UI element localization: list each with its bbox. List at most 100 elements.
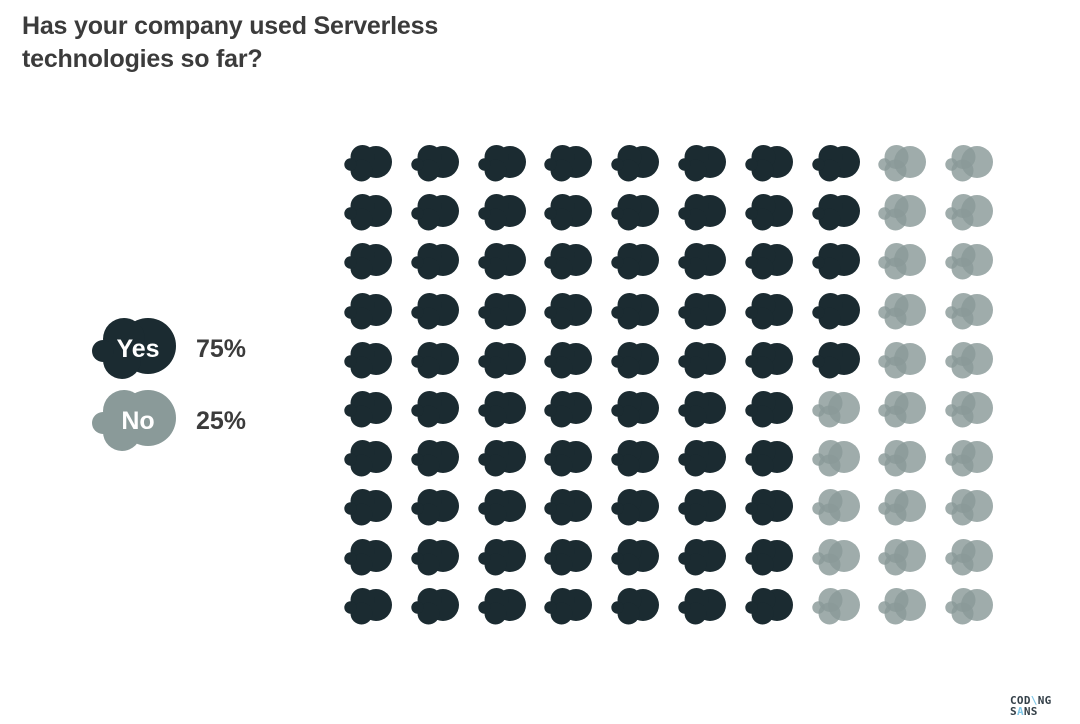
cloud-icon (745, 340, 794, 382)
cloud-icon (544, 143, 593, 185)
cloud-icon (411, 291, 460, 333)
cloud-icon (477, 389, 527, 431)
cloud-icon (678, 192, 727, 234)
cloud-icon (945, 389, 994, 431)
cloud-icon (477, 143, 527, 185)
logo-line2-post: NS (1023, 705, 1038, 719)
cloud-icon (745, 487, 794, 529)
cloud-icon (811, 438, 861, 480)
cloud-icon (678, 340, 727, 382)
cloud-icon (611, 241, 660, 283)
logo-line1-post: NG (1037, 693, 1052, 707)
cloud-icon (477, 586, 527, 628)
cloud-icon (544, 537, 593, 579)
cloud-icon (344, 438, 393, 480)
cloud-icon (411, 192, 460, 234)
logo-line2-pre: S (1010, 705, 1017, 719)
logo-accent-a: A (1016, 705, 1024, 719)
cloud-icon (945, 143, 994, 185)
pictogram-row (344, 143, 1004, 192)
legend-item-yes: Yes 75% (92, 313, 302, 385)
logo-line1-pre: COD (1010, 693, 1031, 707)
cloud-icon (477, 192, 527, 234)
cloud-icon (878, 438, 927, 480)
pictogram-row (344, 192, 1004, 241)
cloud-icon (611, 143, 660, 185)
logo-line-1: COD\NG (1010, 695, 1072, 707)
cloud-icon (745, 537, 794, 579)
cloud-icon (878, 487, 927, 529)
cloud-icon (544, 241, 593, 283)
logo-accent-slash: \ (1030, 693, 1038, 707)
cloud-icon (945, 586, 994, 628)
cloud-icon (477, 487, 527, 529)
cloud-icon (678, 438, 727, 480)
cloud-icon (945, 340, 994, 382)
cloud-icon (878, 389, 927, 431)
cloud-icon (411, 143, 460, 185)
cloud-icon (477, 241, 527, 283)
cloud-icon (745, 192, 794, 234)
cloud-icon (344, 389, 393, 431)
cloud-icon (811, 291, 861, 333)
cloud-icon (678, 537, 727, 579)
pictogram-row (344, 487, 1004, 536)
cloud-icon (344, 487, 393, 529)
cloud-icon (745, 291, 794, 333)
pictogram-row (344, 438, 1004, 487)
cloud-icon (344, 340, 393, 382)
cloud-icon: No (92, 388, 178, 454)
cloud-icon (945, 438, 994, 480)
cloud-icon (811, 537, 861, 579)
cloud-icon (544, 586, 593, 628)
pictogram-row (344, 241, 1004, 290)
cloud-icon (811, 487, 861, 529)
cloud-icon (945, 487, 994, 529)
cloud-icon (544, 340, 593, 382)
cloud-icon (945, 192, 994, 234)
pictogram-row (344, 389, 1004, 438)
pictogram-grid (344, 143, 1004, 643)
cloud-icon (945, 241, 994, 283)
pictogram-row (344, 586, 1004, 635)
cloud-icon: Yes (92, 316, 178, 382)
cloud-icon (344, 537, 393, 579)
cloud-icon (678, 143, 727, 185)
pictogram-row (344, 291, 1004, 340)
cloud-icon (678, 241, 727, 283)
cloud-icon (611, 438, 660, 480)
pictogram-row (344, 537, 1004, 586)
cloud-icon (611, 389, 660, 431)
cloud-icon (344, 143, 393, 185)
legend-percent-no: 25% (196, 406, 247, 435)
legend-label-no: No (121, 406, 155, 435)
cloud-icon (411, 586, 460, 628)
cloud-icon (411, 537, 460, 579)
cloud-icon (344, 241, 393, 283)
page-title: Has your company used Serverless technol… (22, 12, 439, 74)
cloud-icon (477, 291, 527, 333)
legend-label-yes: Yes (116, 334, 160, 363)
cloud-icon (411, 487, 460, 529)
cloud-icon (745, 389, 794, 431)
cloud-icon (945, 291, 994, 333)
cloud-icon (811, 241, 861, 283)
cloud-icon (811, 192, 861, 234)
cloud-icon (878, 192, 927, 234)
cloud-icon (678, 586, 727, 628)
cloud-icon (411, 438, 460, 480)
cloud-icon (745, 241, 794, 283)
cloud-icon (878, 143, 927, 185)
cloud-icon (611, 586, 660, 628)
cloud-icon (544, 438, 593, 480)
cloud-icon (611, 537, 660, 579)
cloud-icon (811, 389, 861, 431)
cloud-icon (878, 537, 927, 579)
cloud-icon (411, 241, 460, 283)
cloud-icon (544, 192, 593, 234)
cloud-icon (745, 438, 794, 480)
legend-item-no: No 25% (92, 385, 302, 457)
cloud-icon (811, 586, 861, 628)
cloud-icon (878, 586, 927, 628)
